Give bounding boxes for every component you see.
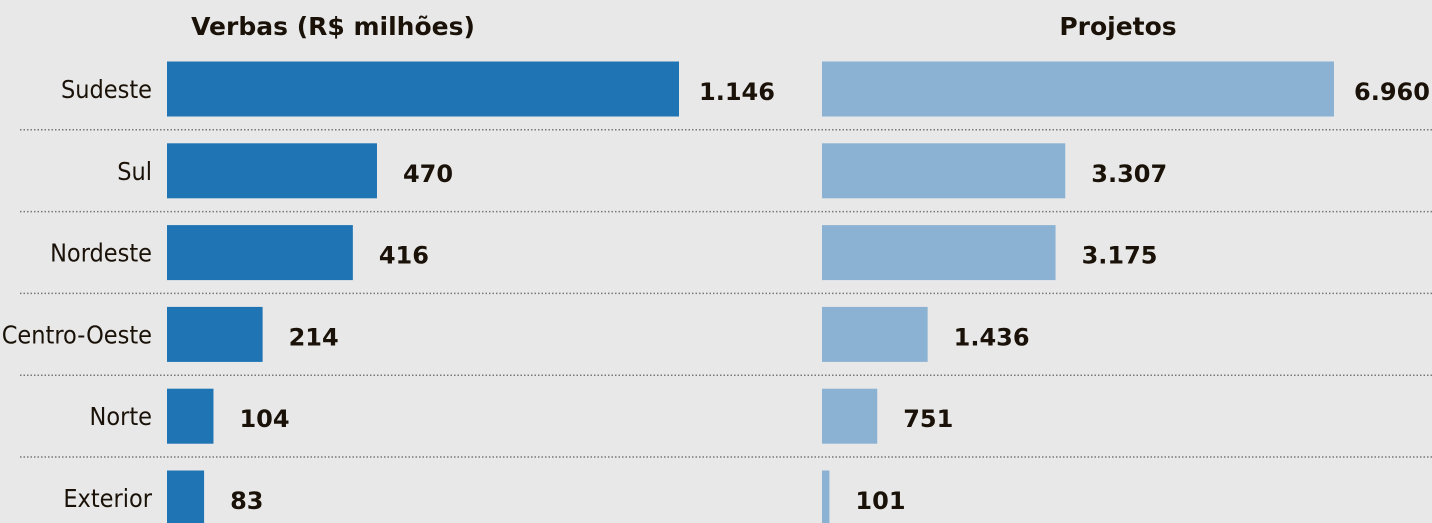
bar bbox=[822, 143, 1066, 199]
value-label: 3.175 bbox=[1082, 242, 1158, 270]
value-label: 101 bbox=[855, 487, 905, 515]
bar bbox=[167, 306, 263, 362]
bar bbox=[167, 143, 377, 199]
value-label: 1.146 bbox=[699, 78, 775, 106]
value-label: 6.960 bbox=[1354, 78, 1430, 106]
value-label: 3.307 bbox=[1091, 160, 1167, 188]
category-label: Nordeste bbox=[50, 239, 152, 268]
category-label: Centro-Oeste bbox=[2, 320, 152, 349]
category-label: Exterior bbox=[63, 484, 152, 513]
value-label: 83 bbox=[230, 487, 263, 515]
value-label: 1.436 bbox=[954, 323, 1030, 351]
bar bbox=[167, 61, 679, 117]
bar bbox=[167, 225, 353, 281]
value-label: 470 bbox=[403, 160, 453, 188]
bar bbox=[167, 388, 214, 444]
bar bbox=[167, 470, 205, 523]
category-label: Norte bbox=[90, 402, 152, 431]
category-label: Sul bbox=[117, 157, 152, 186]
panel-title: Projetos bbox=[1059, 12, 1176, 41]
value-label: 751 bbox=[903, 405, 953, 433]
value-label: 104 bbox=[239, 405, 289, 433]
bar bbox=[822, 225, 1056, 281]
value-label: 214 bbox=[289, 323, 339, 351]
bar bbox=[822, 306, 928, 362]
panel-title: Verbas (R$ milhões) bbox=[191, 12, 475, 41]
value-label: 416 bbox=[379, 242, 429, 270]
bar bbox=[822, 470, 830, 523]
bar bbox=[822, 61, 1334, 117]
bar bbox=[822, 388, 878, 444]
category-label: Sudeste bbox=[61, 75, 152, 104]
